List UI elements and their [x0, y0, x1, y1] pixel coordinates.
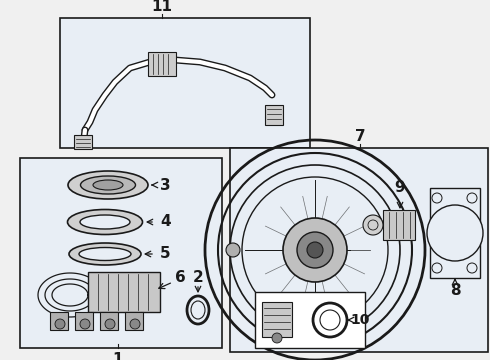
Text: 11: 11: [151, 0, 172, 14]
Bar: [255, 292, 365, 348]
Ellipse shape: [68, 171, 148, 199]
Bar: [20, 158, 222, 348]
Circle shape: [283, 218, 347, 282]
Bar: [430, 188, 480, 278]
Circle shape: [55, 319, 65, 329]
Text: 8: 8: [450, 283, 460, 298]
Bar: [148, 52, 176, 76]
Bar: [60, 18, 310, 148]
Text: 4: 4: [160, 215, 171, 230]
Bar: [50, 312, 68, 330]
Text: 5: 5: [160, 247, 171, 261]
Bar: [383, 210, 415, 240]
Text: 6: 6: [175, 270, 186, 285]
Text: 10: 10: [350, 313, 369, 327]
Text: 1: 1: [113, 352, 123, 360]
Circle shape: [130, 319, 140, 329]
Text: 9: 9: [394, 180, 405, 195]
Ellipse shape: [93, 180, 123, 190]
Ellipse shape: [79, 248, 131, 261]
Ellipse shape: [80, 215, 130, 229]
Bar: [88, 272, 160, 312]
Bar: [262, 302, 292, 337]
Text: 7: 7: [355, 129, 366, 144]
Circle shape: [363, 215, 383, 235]
Circle shape: [80, 319, 90, 329]
Bar: [74, 135, 92, 149]
Circle shape: [297, 232, 333, 268]
Circle shape: [226, 243, 240, 257]
Bar: [230, 148, 488, 352]
Ellipse shape: [69, 243, 141, 265]
Circle shape: [105, 319, 115, 329]
Bar: [125, 312, 143, 330]
Bar: [265, 105, 283, 125]
Text: 3: 3: [160, 177, 171, 193]
Circle shape: [307, 242, 323, 258]
Bar: [100, 312, 118, 330]
Text: 2: 2: [193, 270, 203, 285]
Ellipse shape: [80, 176, 136, 194]
Ellipse shape: [68, 210, 143, 234]
Bar: [75, 312, 93, 330]
Circle shape: [427, 205, 483, 261]
Circle shape: [272, 333, 282, 343]
